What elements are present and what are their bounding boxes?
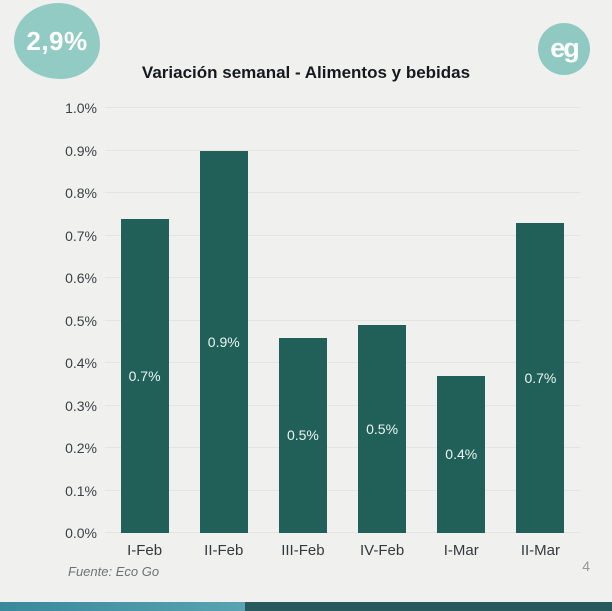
bar-value-label: 0.5% [366, 420, 399, 437]
bar-value-label: 0.5% [286, 427, 319, 444]
x-tick-label: II-Mar [520, 542, 560, 559]
highlight-badge-value: 2,9% [26, 25, 88, 56]
bar-i-feb: 0.7% [120, 218, 169, 533]
bar-value-label: 0.4% [445, 446, 478, 463]
y-tick-label: 0.5% [65, 312, 97, 329]
y-tick-label: 0.6% [65, 270, 97, 286]
y-tick-label: 0.7% [65, 227, 97, 244]
x-tick-label: III-Feb [281, 542, 325, 559]
gridline [105, 234, 580, 236]
gridline [105, 319, 580, 321]
y-tick-label: 0.8% [65, 185, 97, 201]
highlight-badge: 2,9% [14, 3, 100, 79]
x-tick-label: I-Mar [443, 542, 479, 559]
bar-iii-feb: 0.5% [278, 337, 327, 533]
bar-value-label: 0.9% [207, 333, 240, 350]
gridline [105, 277, 580, 278]
x-tick-label: IV-Feb [359, 542, 405, 559]
plot-area: 0.0% 0.1% 0.2% 0.3% 0.4% 0.5% 0.6% 0.7% 0.8% 0.9%… [65, 100, 580, 559]
page-number: 4 [582, 558, 590, 574]
ecogo-logo-text: eg [550, 32, 579, 63]
y-tick-label: 0.1% [65, 482, 97, 499]
gridline [105, 362, 580, 363]
gridline [105, 107, 580, 108]
footer-strip-right [245, 602, 612, 611]
gridline [105, 149, 580, 151]
y-tick-label: 0.9% [65, 142, 97, 159]
bar-iv-feb: 0.5% [358, 324, 407, 533]
gridline [105, 532, 580, 533]
x-tick-label: I-Feb [127, 542, 163, 559]
x-tick-label: II-Feb [204, 542, 244, 559]
y-tick-label: 0.2% [65, 440, 97, 456]
footer-strip [0, 602, 612, 611]
y-tick-label: 0.0% [65, 525, 97, 541]
y-tick-label: 0.3% [65, 397, 97, 414]
bar-value-label: 0.7% [128, 367, 161, 384]
bar-value-label: 0.7% [524, 369, 557, 386]
gridline [105, 404, 580, 406]
footer-strip-left [0, 602, 245, 611]
ecogo-logo: eg [538, 23, 590, 75]
y-tick-label: 1.0% [65, 100, 97, 116]
gridline [105, 489, 580, 491]
bar-ii-mar: 0.7% [516, 222, 565, 533]
gridline [105, 447, 580, 448]
chart-title: Variación semanal - Alimentos y bebidas [141, 63, 471, 82]
gridline [105, 192, 580, 193]
y-tick-label: 0.4% [65, 355, 97, 371]
bar-i-mar: 0.4% [437, 375, 486, 533]
bar-ii-feb: 0.9% [199, 150, 248, 533]
source-note: Fuente: Eco Go [68, 564, 160, 579]
